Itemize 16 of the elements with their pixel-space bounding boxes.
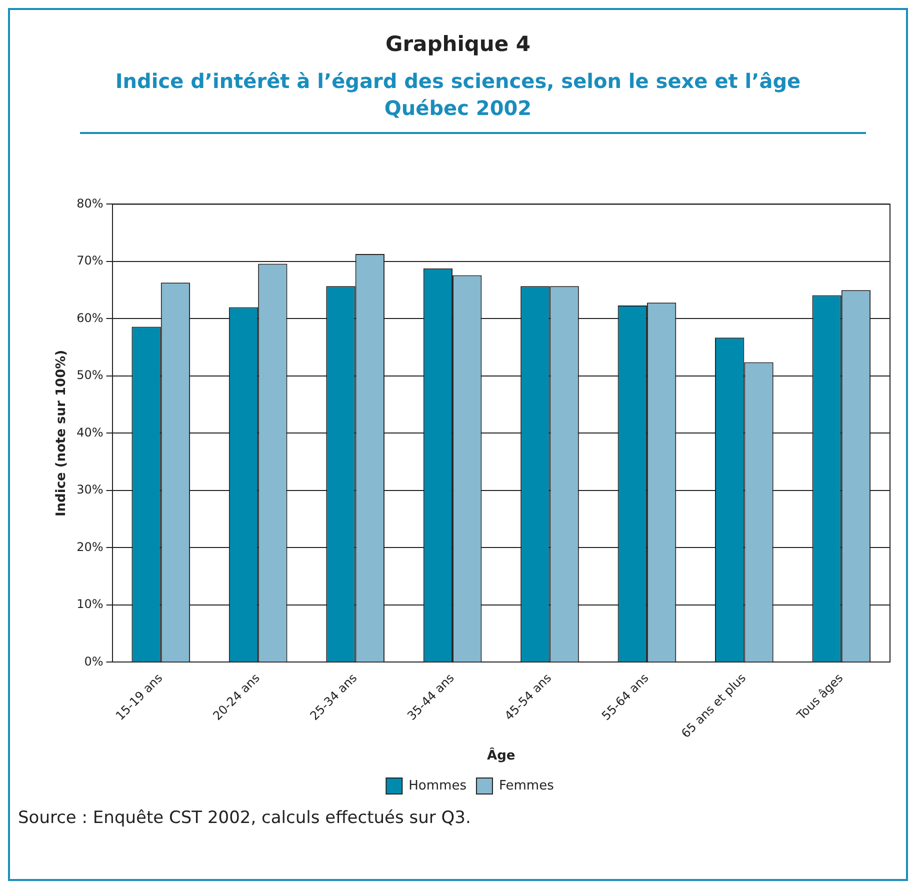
source-note: Source : Enquête CST 2002, calculs effectués sur Q3. <box>18 808 472 828</box>
chart-subtitle: Indice d’intérêt à l’égard des sciences, selon le sexe et l’âge Québec 2002 <box>114 68 802 122</box>
legend-label: Hommes <box>408 778 467 794</box>
y-tick-label: 0% <box>84 654 104 668</box>
chart-title: Graphique 4 <box>384 32 532 56</box>
legend-label: Femmes <box>498 778 554 794</box>
y-tick-label: 40% <box>76 425 104 440</box>
y-tick-label: 80% <box>76 196 104 210</box>
y-axis-title: Indice (note sur 100%) <box>54 350 70 517</box>
y-tick-label: 60% <box>76 310 104 325</box>
y-tick-label: 30% <box>76 482 104 497</box>
y-tick-label: 50% <box>76 368 104 382</box>
y-tick-label: 10% <box>76 597 104 612</box>
y-tick-label: 70% <box>76 254 104 268</box>
x-axis-title: Âge <box>487 746 516 764</box>
y-tick-label: 20% <box>76 540 104 554</box>
